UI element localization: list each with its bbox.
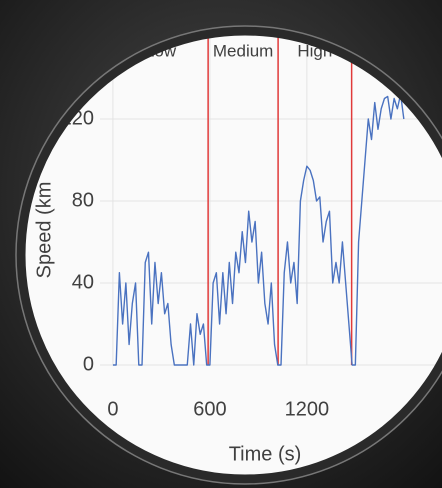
speed-line [112,93,405,366]
y-tick-label: 80 [72,189,94,211]
x-tick-label: 1200 [285,398,330,420]
lens-rim [16,26,442,484]
x-tick-label: 600 [193,398,226,420]
y-tick-label: 0 [83,353,94,375]
x-tick-label: 0 [107,398,118,420]
lens-rim-highlight [15,25,442,485]
x-axis-title: Time (s) [229,443,302,465]
phase-label: Medium [213,41,273,60]
y-tick-label: 40 [72,271,94,293]
y-axis-title: Speed (km [33,182,55,279]
